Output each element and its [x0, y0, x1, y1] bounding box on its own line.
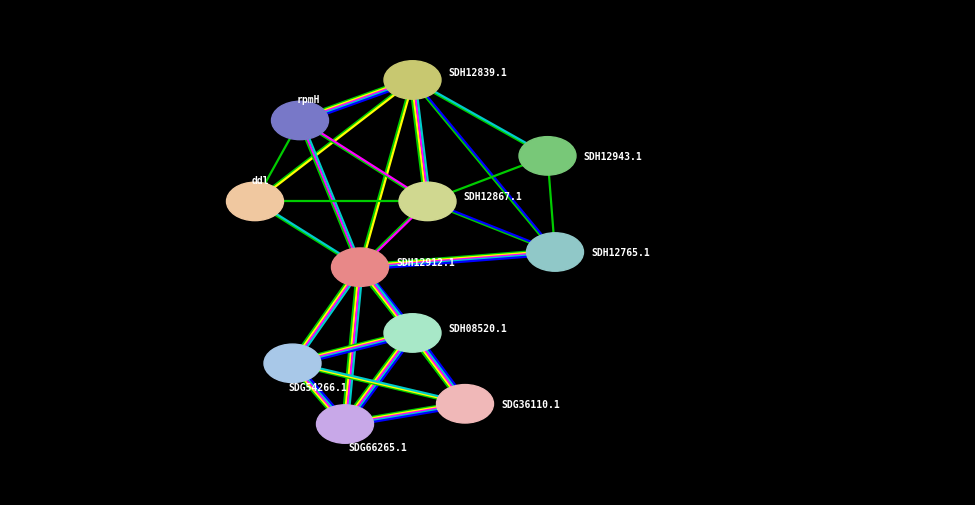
Circle shape [399, 183, 456, 221]
Circle shape [437, 385, 493, 423]
Circle shape [384, 62, 441, 100]
Circle shape [317, 405, 373, 443]
Text: SDG36110.1: SDG36110.1 [501, 399, 560, 409]
Circle shape [332, 248, 388, 287]
Circle shape [264, 344, 321, 383]
Circle shape [519, 137, 576, 176]
Text: SDH12912.1: SDH12912.1 [396, 258, 454, 268]
Circle shape [226, 183, 284, 221]
Text: SDH12839.1: SDH12839.1 [448, 68, 507, 78]
Text: ddl: ddl [252, 176, 269, 186]
Text: SDG54266.1: SDG54266.1 [289, 382, 347, 392]
Circle shape [384, 314, 441, 352]
Text: SDG66265.1: SDG66265.1 [349, 442, 408, 452]
Text: SDH12765.1: SDH12765.1 [591, 247, 649, 258]
Circle shape [271, 102, 329, 140]
Text: rpmH: rpmH [296, 95, 320, 105]
Text: SDH08520.1: SDH08520.1 [448, 323, 507, 333]
Text: SDH12943.1: SDH12943.1 [583, 152, 643, 162]
Circle shape [526, 233, 583, 272]
Text: SDH12867.1: SDH12867.1 [463, 192, 523, 202]
